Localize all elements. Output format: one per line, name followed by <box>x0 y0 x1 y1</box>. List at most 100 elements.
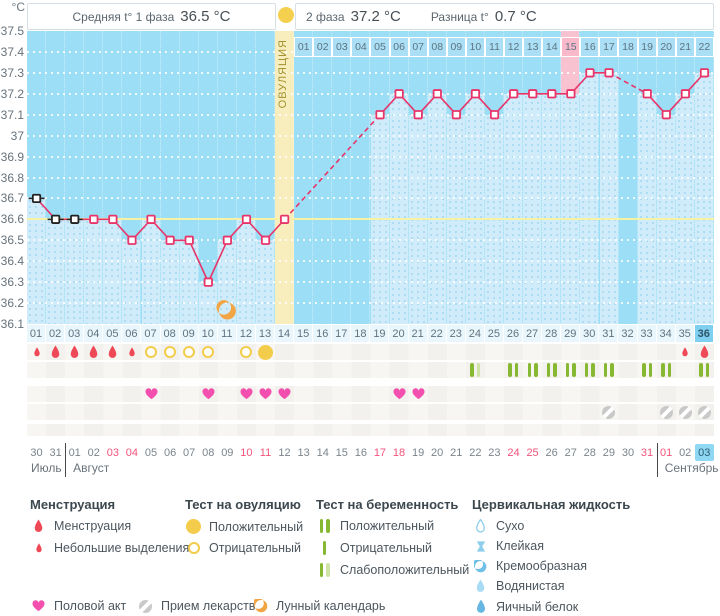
temp-marker[interactable] <box>51 214 61 224</box>
dpo-number-row: 01 02 03 04 05 06 07 08 09 10 11 12 13 14 15 16 17 18 19 20… <box>294 37 714 57</box>
temp-marker[interactable] <box>413 110 423 120</box>
temp-marker[interactable] <box>89 214 99 224</box>
y-tick-label: 37.4 <box>0 44 24 59</box>
cycle-day-cell[interactable]: 08 <box>160 325 180 342</box>
date-cell: 14 <box>316 446 329 459</box>
temperature-chart[interactable]: 01 02 03 04 05 06 07 08 09 10 11 12 13 14 15 16 17 18 19 20… <box>27 31 714 324</box>
cycle-day-cell[interactable]: 01 <box>27 325 47 342</box>
day-column-22[interactable] <box>427 31 447 324</box>
ovulation-column-label: ОВУЛЯЦИЯ <box>277 39 290 109</box>
date-cell: 01 <box>659 446 673 459</box>
cycle-day-cell[interactable]: 18 <box>351 325 371 342</box>
cycle-day-cell[interactable]: 34 <box>656 325 676 342</box>
day-slot <box>370 344 389 360</box>
temp-marker[interactable] <box>451 110 461 120</box>
temp-marker[interactable] <box>241 214 252 224</box>
cycle-day-cell[interactable]: 11 <box>217 325 237 342</box>
cycle-day-cell[interactable]: 25 <box>484 325 504 342</box>
cycle-day-cell[interactable]: 09 <box>179 325 199 342</box>
cycle-day-cell[interactable]: 17 <box>332 325 352 342</box>
day-column-20[interactable] <box>389 31 409 324</box>
y-axis-unit: °C <box>11 0 25 14</box>
temp-marker[interactable] <box>146 214 156 224</box>
temp-marker[interactable] <box>528 89 538 99</box>
cycle-day-cell[interactable]: 31 <box>599 325 619 342</box>
temp-marker[interactable] <box>184 235 194 245</box>
temp-marker[interactable] <box>260 235 271 245</box>
dpo-cell: 12 <box>504 37 524 57</box>
cycle-day-cell[interactable]: 06 <box>122 325 142 342</box>
cycle-day-cell[interactable]: 22 <box>427 325 447 342</box>
temp-marker[interactable] <box>604 68 614 78</box>
day-slot <box>27 362 46 378</box>
temp-marker[interactable] <box>642 89 652 99</box>
cycle-day-cell[interactable]: 16 <box>313 325 333 342</box>
temp-marker[interactable] <box>509 89 519 99</box>
legend-item-label: Клейкая <box>496 539 544 553</box>
temp-marker[interactable] <box>680 89 690 99</box>
day-column-24[interactable] <box>465 31 485 324</box>
cycle-day-cell[interactable]: 20 <box>389 325 409 342</box>
dpo-cell: 20 <box>656 37 676 57</box>
cycle-day-cell[interactable]: 03 <box>65 325 85 342</box>
cycle-day-cell[interactable]: 29 <box>561 325 581 342</box>
temp-marker[interactable] <box>489 110 500 120</box>
date-cell: 11 <box>259 446 272 459</box>
temp-marker[interactable] <box>547 89 557 99</box>
cycle-day-cell[interactable]: 10 <box>198 325 218 342</box>
cycle-day-cell[interactable]: 23 <box>446 325 466 342</box>
phase1-label: Средняя t° 1 фаза <box>72 9 175 24</box>
temp-marker[interactable] <box>470 89 481 99</box>
temp-marker[interactable] <box>203 277 213 287</box>
legend-item-misc: Прием лекарств <box>137 599 255 613</box>
cycle-day-cell[interactable]: 27 <box>523 325 543 342</box>
temp-marker[interactable] <box>394 89 404 99</box>
month-row: Июль Август Сентябрь <box>27 443 720 477</box>
day-column-04[interactable] <box>84 31 104 324</box>
cycle-day-cell[interactable]: 14 <box>275 325 295 342</box>
temp-marker[interactable] <box>127 235 137 245</box>
day-column-26[interactable] <box>504 31 524 324</box>
gridline <box>27 134 714 137</box>
cycle-day-cell[interactable]: 24 <box>465 325 485 342</box>
temp-segment <box>188 239 210 283</box>
cycle-day-cell[interactable]: 12 <box>236 325 256 342</box>
day-slot <box>141 386 160 402</box>
cycle-day-cell[interactable]: 32 <box>618 325 638 342</box>
cycle-day-cell[interactable]: 19 <box>370 325 390 342</box>
cycle-day-cell[interactable]: 04 <box>84 325 104 342</box>
temp-marker[interactable] <box>70 214 80 224</box>
cycle-day-cell[interactable]: 28 <box>542 325 562 342</box>
temp-marker[interactable] <box>31 193 42 204</box>
temp-marker[interactable] <box>108 214 118 224</box>
day-column-28[interactable] <box>542 31 562 324</box>
cycle-day-cell[interactable]: 35 <box>675 325 695 342</box>
temp-marker[interactable] <box>280 214 290 224</box>
cycle-day-cell[interactable]: 13 <box>255 325 276 342</box>
temp-marker[interactable] <box>661 110 671 120</box>
temp-marker[interactable] <box>375 110 385 120</box>
day-slot <box>161 362 180 378</box>
day-column-27[interactable] <box>523 31 543 324</box>
bars-two-icon <box>603 363 614 377</box>
cycle-day-cell[interactable]: 33 <box>637 325 657 342</box>
legend-item-misc: Половой акт <box>30 599 126 613</box>
month-label: Август <box>73 461 110 475</box>
cycle-day-cell[interactable]: 36 <box>694 325 714 342</box>
cycle-day-cell[interactable]: 15 <box>294 325 314 342</box>
menstruation-ovulation-test-row <box>27 344 714 360</box>
cycle-day-cell[interactable]: 30 <box>580 325 600 342</box>
temp-marker[interactable] <box>699 68 710 78</box>
cycle-day-cell[interactable]: 02 <box>46 325 66 342</box>
temp-marker[interactable] <box>165 235 175 245</box>
diff-label: Разница t° <box>430 9 489 24</box>
temp-marker[interactable] <box>432 89 442 99</box>
temp-marker[interactable] <box>222 235 232 245</box>
cycle-day-cell[interactable]: 05 <box>103 325 123 342</box>
cycle-day-cell[interactable]: 26 <box>503 325 524 342</box>
temp-marker[interactable] <box>566 89 576 99</box>
cycle-day-cell[interactable]: 21 <box>408 325 428 342</box>
y-tick-label: 36.4 <box>0 254 24 269</box>
cycle-day-cell[interactable]: 07 <box>141 325 161 342</box>
temp-marker[interactable] <box>585 68 595 78</box>
